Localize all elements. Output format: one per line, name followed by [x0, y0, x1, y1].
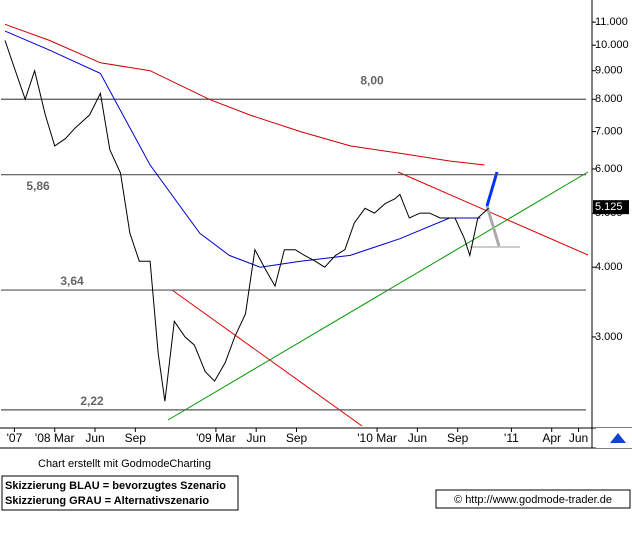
- x-tick-label: Sep: [286, 431, 308, 445]
- x-tick-label: '11: [504, 431, 519, 445]
- source-box: [435, 489, 631, 509]
- notes-box: [1, 475, 239, 511]
- level-label: 3,64: [60, 274, 84, 288]
- price-box: [593, 200, 629, 215]
- x-tick-label: Jun: [85, 431, 104, 445]
- y-tick-label: 8.000: [595, 93, 623, 105]
- x-tick-label: Jun: [247, 431, 266, 445]
- level-label: 8,00: [360, 73, 384, 87]
- price-line: [4, 30, 481, 268]
- y-tick-label: 6.000: [595, 163, 623, 175]
- y-tick-label: 11.000: [595, 16, 628, 28]
- x-tick-label: '07: [7, 431, 23, 445]
- scenario-gray: [485, 205, 501, 247]
- price-label: 5.125: [595, 201, 623, 213]
- x-tick-label: Jun: [408, 431, 427, 445]
- note: Skizzierung BLAU = bevorzugtes Szenario: [5, 480, 226, 492]
- trend-line: [397, 171, 589, 256]
- trend-line: [167, 171, 589, 421]
- level-label: 5,86: [26, 179, 50, 193]
- y-tick-label: 7.000: [595, 126, 623, 138]
- x-tick-label: '09 Mar: [196, 431, 236, 445]
- credit: Chart erstellt mit GodmodeCharting: [38, 458, 211, 470]
- icon: [610, 433, 626, 443]
- x-tick-label: Jun: [569, 431, 588, 445]
- x-tick-label: '10 Mar: [357, 431, 397, 445]
- level-label: 2,22: [80, 394, 104, 408]
- price-line: [4, 40, 489, 402]
- x-tick-label: Sep: [125, 431, 147, 445]
- x-tick-label: Apr: [542, 431, 561, 445]
- trend-line: [171, 289, 363, 427]
- y-tick-label: 3.000: [595, 331, 623, 343]
- scenario-blue: [485, 171, 499, 207]
- x-tick-label: '08 Mar: [35, 431, 75, 445]
- note: Skizzierung GRAU = Alternativszenario: [5, 495, 209, 507]
- y-tick-label: 10.000: [595, 39, 629, 51]
- source: © http://www.godmode-trader.de: [454, 494, 612, 506]
- y-tick-label: 9.000: [595, 65, 623, 77]
- x-tick-label: Sep: [447, 431, 469, 445]
- price-line: [4, 23, 485, 166]
- y-tick-label: 4.000: [595, 261, 623, 273]
